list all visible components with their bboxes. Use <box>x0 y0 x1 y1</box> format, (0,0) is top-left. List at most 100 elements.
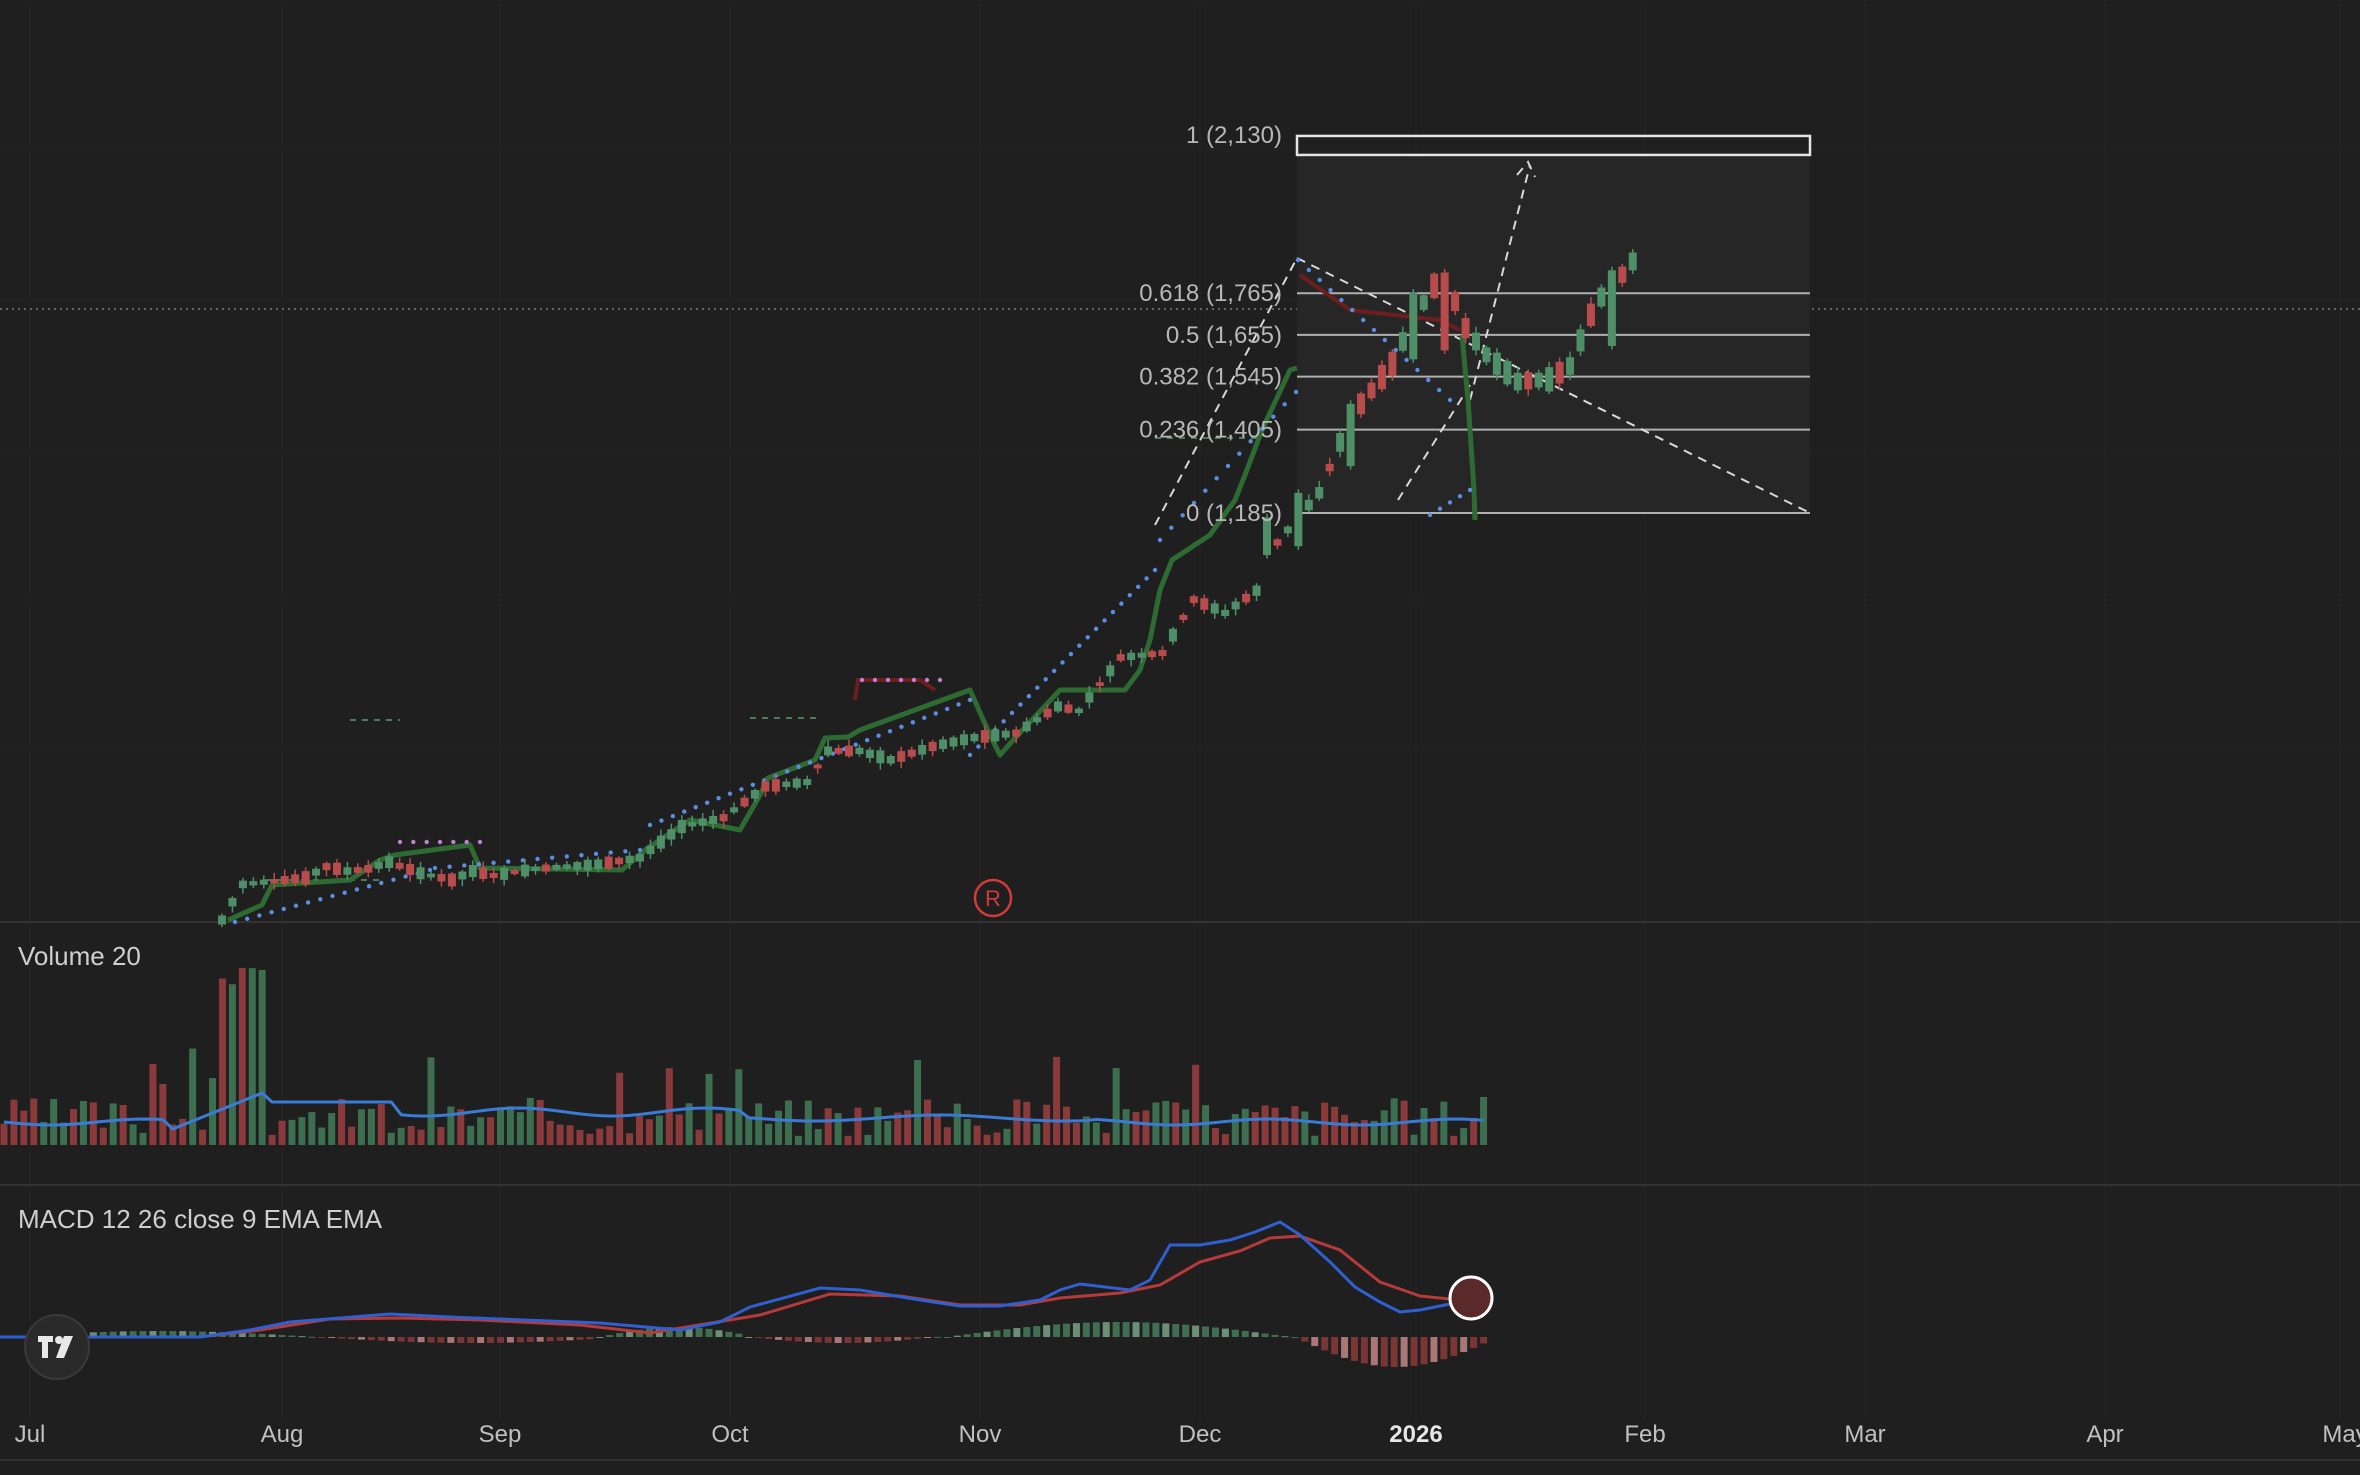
fib-retracement[interactable] <box>1295 134 1812 514</box>
volume-bar <box>556 1124 564 1145</box>
logo-dot <box>55 1336 63 1344</box>
volume-bar <box>1122 1109 1130 1145</box>
candle-body <box>834 748 843 754</box>
volume-bar <box>765 1123 773 1145</box>
volume-bar <box>258 970 266 1145</box>
volume-bar <box>1162 1100 1170 1145</box>
sar-dot <box>623 849 628 854</box>
volume-bar <box>854 1107 862 1145</box>
macd-hist-bar <box>814 1337 822 1343</box>
sar-dot <box>1436 387 1442 393</box>
candle-body <box>1472 332 1480 351</box>
supertrend-path <box>1459 334 1478 521</box>
candle-body <box>1503 360 1512 385</box>
sar-dot <box>477 839 483 845</box>
candle-body <box>1095 682 1104 686</box>
macd-hist-bar <box>169 1331 177 1337</box>
time-axis-label: 2026 <box>1389 1421 1442 1448</box>
sar-dot <box>859 677 865 683</box>
sar-dot <box>1404 357 1409 363</box>
macd-hist-bar <box>1380 1337 1388 1367</box>
volume-bar <box>1043 1104 1051 1145</box>
volume-bar <box>1241 1108 1249 1145</box>
tradingview-logo[interactable] <box>24 1314 90 1380</box>
candle-body <box>939 739 948 749</box>
candle-body <box>761 781 770 792</box>
macd-hist-bar <box>497 1337 504 1343</box>
candle-body <box>970 733 979 742</box>
volume-bar <box>953 1103 961 1145</box>
trend-drawings[interactable] <box>265 160 1811 881</box>
volume-bar <box>546 1120 554 1145</box>
sar-dot <box>1110 609 1116 615</box>
macd-hist-bar <box>338 1337 346 1339</box>
volume-bar <box>199 1129 207 1145</box>
sar-dot <box>244 916 250 921</box>
volume-bar <box>636 1116 644 1145</box>
candle-body <box>594 859 603 870</box>
trend-line <box>1397 384 1471 501</box>
volume-bar <box>457 1109 465 1145</box>
volume-bar <box>338 1099 346 1145</box>
sar-dot <box>976 744 981 749</box>
candle-body <box>1001 730 1010 738</box>
candle-body <box>489 872 498 879</box>
volume-bar <box>963 1119 971 1145</box>
fib-level-label: 1 (2,130) <box>1186 122 1282 149</box>
volume-bar <box>1430 1120 1438 1145</box>
sar-dot <box>1060 660 1065 665</box>
candle-body <box>1566 357 1575 375</box>
sar-dot <box>899 724 904 729</box>
macd-hist-bar <box>1162 1323 1170 1337</box>
macd-hist-bar <box>348 1337 356 1340</box>
sar-dot <box>933 711 938 716</box>
volume-bar <box>526 1097 534 1145</box>
volume-bar <box>248 968 256 1145</box>
macd-hist-bar <box>149 1331 157 1337</box>
candle-body <box>1012 729 1021 737</box>
sar-dot <box>853 742 858 747</box>
sar-dot <box>1317 277 1322 283</box>
volume-bar <box>1202 1105 1210 1145</box>
macd-hist-bar <box>824 1337 832 1343</box>
volume-bar <box>824 1108 832 1145</box>
macd-hist-bar <box>1291 1337 1299 1338</box>
volume-bar <box>308 1111 316 1145</box>
macd-line <box>0 1220 1473 1339</box>
sar-dot <box>1001 719 1006 724</box>
dividend-marker[interactable]: R <box>973 878 1013 918</box>
marker-circle <box>973 878 1013 918</box>
volume-bar <box>109 1103 117 1145</box>
macd-hist-bar <box>1063 1323 1071 1337</box>
logo-circle <box>24 1314 90 1380</box>
macd-hist-bar <box>268 1334 276 1337</box>
candle-body <box>719 814 728 822</box>
sar-dot <box>807 760 813 765</box>
candle-body <box>406 864 415 876</box>
volume-bar <box>775 1110 783 1145</box>
candle-body <box>677 819 686 834</box>
macd-hist-bar <box>487 1337 495 1343</box>
sar-dot <box>608 850 613 855</box>
sar-dot <box>411 839 416 845</box>
volume-bar <box>1112 1068 1120 1145</box>
volume-bar <box>1033 1123 1041 1145</box>
volume-bar <box>884 1120 892 1145</box>
candle-body <box>980 730 989 743</box>
candle-body <box>907 749 916 757</box>
sar-dot <box>1282 402 1287 407</box>
sar-dot <box>727 791 733 796</box>
volume-bar <box>1301 1111 1309 1145</box>
macd-hist-bar <box>1370 1337 1378 1366</box>
candle-body <box>322 863 331 871</box>
candle-body <box>1283 526 1292 534</box>
macd-hist-bar <box>943 1337 951 1338</box>
fib-level-label: 0 (1,185) <box>1186 500 1282 527</box>
volume-bar <box>914 1060 922 1145</box>
volume-bar <box>139 1132 147 1145</box>
macd-hist-bar <box>357 1337 365 1340</box>
candle-body <box>1336 432 1345 452</box>
volume-bar <box>566 1125 574 1145</box>
volume-bar <box>1390 1098 1398 1145</box>
